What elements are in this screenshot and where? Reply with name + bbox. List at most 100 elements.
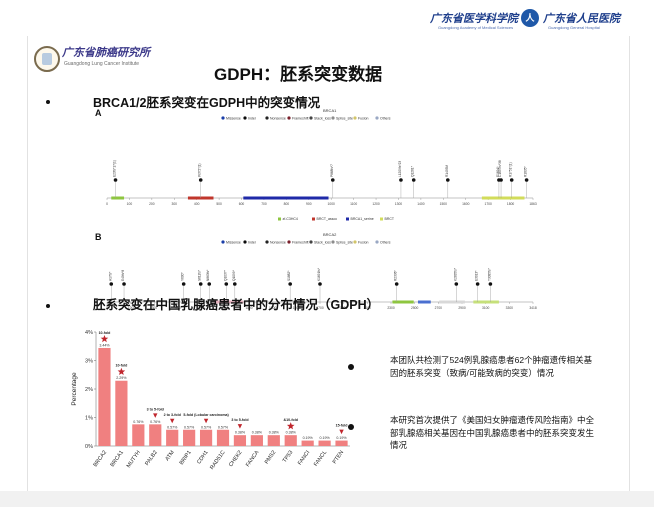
axis-tick-label: 1863 <box>529 202 537 206</box>
lollipop-mutation-plots: A BRCA1 Missense Indel Nonsense Frameshift Sta… <box>95 108 537 310</box>
mutation-head <box>207 282 212 286</box>
domain-legend-swatch <box>312 217 315 221</box>
mutation-head <box>288 282 292 286</box>
risk-label: 10-fold <box>116 364 128 368</box>
protein-domain <box>111 196 125 200</box>
axis-tick-label: 300 <box>152 306 158 310</box>
institute-subtitle: Guangdong Lung Cancer Institute <box>64 61 140 67</box>
x-tick-label: FANCL <box>313 450 328 468</box>
note-guideline: 本研究首次提供了《美国妇女肿瘤遗传风险指南》中全部乳腺癌相关基因在中国乳腺癌患者… <box>390 415 595 450</box>
x-tick-label: FANCI <box>297 449 311 466</box>
bar-value-label: 2.29% <box>116 376 127 380</box>
legend-entry: Splice_site <box>336 117 353 121</box>
bar-value-label: 0.76% <box>133 420 144 424</box>
mutation-head <box>411 178 416 182</box>
mutation-head <box>488 282 493 286</box>
mutation-head <box>454 282 459 286</box>
legend-swatch <box>265 116 269 120</box>
star-marker-icon <box>100 334 109 343</box>
protein-domain <box>473 300 499 304</box>
legend-swatch <box>375 116 379 120</box>
mutation-head <box>198 282 203 286</box>
triangle-marker-icon <box>339 429 344 435</box>
x-tick-label: BRCA1 <box>110 450 125 468</box>
mutation-head <box>509 178 514 182</box>
legend-swatch <box>309 116 313 120</box>
top-header-bar: 广东省医学科学院 Guangdong Academy of Medical Sc… <box>0 0 654 36</box>
axis-tick-label: 1300 <box>269 306 277 310</box>
mutation-label: K2835fs* <box>453 267 457 281</box>
legend-entry: Frameshift <box>292 117 309 121</box>
legend-entry: Missense <box>226 117 241 121</box>
legend-swatch <box>265 240 269 244</box>
bar <box>166 429 179 446</box>
risk-label: 3 to 5-fold <box>147 407 164 411</box>
bullet-icon <box>46 304 50 308</box>
axis-tick-label: 2700 <box>435 306 443 310</box>
protein-domain <box>481 196 525 200</box>
legend-entry: Others <box>380 241 391 245</box>
mutation-label: R1495M <box>445 165 449 177</box>
legend-entry: Nonsense <box>270 241 286 245</box>
mutation-head <box>318 282 322 286</box>
axis-tick-label: 1900 <box>340 306 348 310</box>
legend-entry: Indel <box>248 117 256 121</box>
x-tick-label: TP53 <box>282 450 294 464</box>
bar-value-label: 0.19% <box>336 436 347 440</box>
axis-tick-label: 900 <box>223 306 229 310</box>
triangle-marker-icon <box>237 424 243 429</box>
mutation-head <box>524 178 529 182</box>
mutation-head <box>122 282 126 286</box>
mutation-label: R1751*(1) <box>509 162 513 177</box>
institute-logo-icon <box>34 46 60 72</box>
legend-entry: Stack_loss <box>314 117 331 121</box>
bar-value-label: 0.57% <box>167 425 178 429</box>
panel-gene-name: BRCA2 <box>323 232 337 237</box>
x-tick-label: PMS2 <box>264 450 278 466</box>
axis-tick-label: 200 <box>149 202 155 206</box>
bar-value-label: 0.38% <box>269 431 280 435</box>
mutation-label: P868fs*7 <box>330 164 334 177</box>
mutation-label: E23fs*17(1) <box>113 160 117 177</box>
bar <box>149 424 162 446</box>
bar-value-label: 0.38% <box>286 431 297 435</box>
bar <box>335 440 348 446</box>
axis-tick-label: 2300 <box>387 306 395 310</box>
x-tick-label: CDH1 <box>196 450 210 466</box>
mutation-head <box>113 178 118 182</box>
axis-tick-label: 700 <box>199 306 205 310</box>
axis-tick-label: 1800 <box>507 202 515 206</box>
risk-label: 3 to 5-fold <box>231 418 248 422</box>
bar <box>301 440 314 446</box>
legend-swatch <box>309 240 313 244</box>
axis-tick-label: 1500 <box>440 202 448 206</box>
legend-swatch <box>331 240 335 244</box>
note-cohort: 本团队共检测了524例乳腺癌患者62个肿瘤遗传相关基因的胚系突变（致病/可能致病… <box>390 355 593 378</box>
mutation-head <box>399 178 403 182</box>
legend-entry: Fusion <box>358 117 369 121</box>
bar-value-label: 0.38% <box>252 431 263 435</box>
bar <box>250 435 263 446</box>
bullet-icon <box>348 424 354 430</box>
axis-tick-label: 2900 <box>458 306 466 310</box>
axis-tick-label: 1200 <box>372 202 380 206</box>
bar <box>216 429 230 446</box>
mutation-label: N863fs* <box>206 269 210 281</box>
mutation-label: E3013* <box>475 270 479 281</box>
mutation-label: C1697fs*38 <box>498 160 502 177</box>
triangle-marker-icon <box>203 418 209 424</box>
axis-tick-label: 100 <box>128 306 134 310</box>
axis-tick-label: 1000 <box>328 202 336 206</box>
axis-tick-label: 2500 <box>411 306 419 310</box>
axis-tick-label: 3100 <box>482 306 490 310</box>
y-axis-label: Percentage <box>71 372 78 406</box>
mutation-head <box>499 178 503 182</box>
triangle-marker-icon <box>153 413 158 418</box>
legend-swatch <box>243 116 247 120</box>
bar-value-label: 0.57% <box>184 425 195 429</box>
mutation-head <box>224 282 229 286</box>
bar <box>318 440 331 446</box>
domain-legend-entry: BRCT <box>385 217 395 221</box>
axis-tick-label: 1400 <box>417 202 425 206</box>
domain-legend-entry: BRCA1_serine <box>351 217 374 221</box>
